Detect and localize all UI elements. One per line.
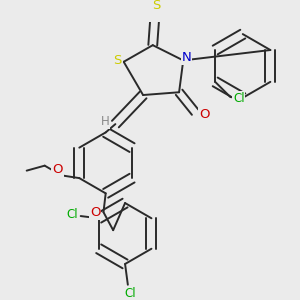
Text: O: O	[52, 163, 63, 176]
Text: H: H	[100, 115, 109, 128]
Text: O: O	[90, 206, 101, 219]
Text: N: N	[182, 51, 191, 64]
Text: S: S	[152, 0, 160, 11]
Text: Cl: Cl	[125, 287, 136, 300]
Text: Cl: Cl	[233, 92, 244, 105]
Text: O: O	[199, 108, 209, 121]
Text: S: S	[113, 54, 122, 67]
Text: Cl: Cl	[67, 208, 78, 221]
